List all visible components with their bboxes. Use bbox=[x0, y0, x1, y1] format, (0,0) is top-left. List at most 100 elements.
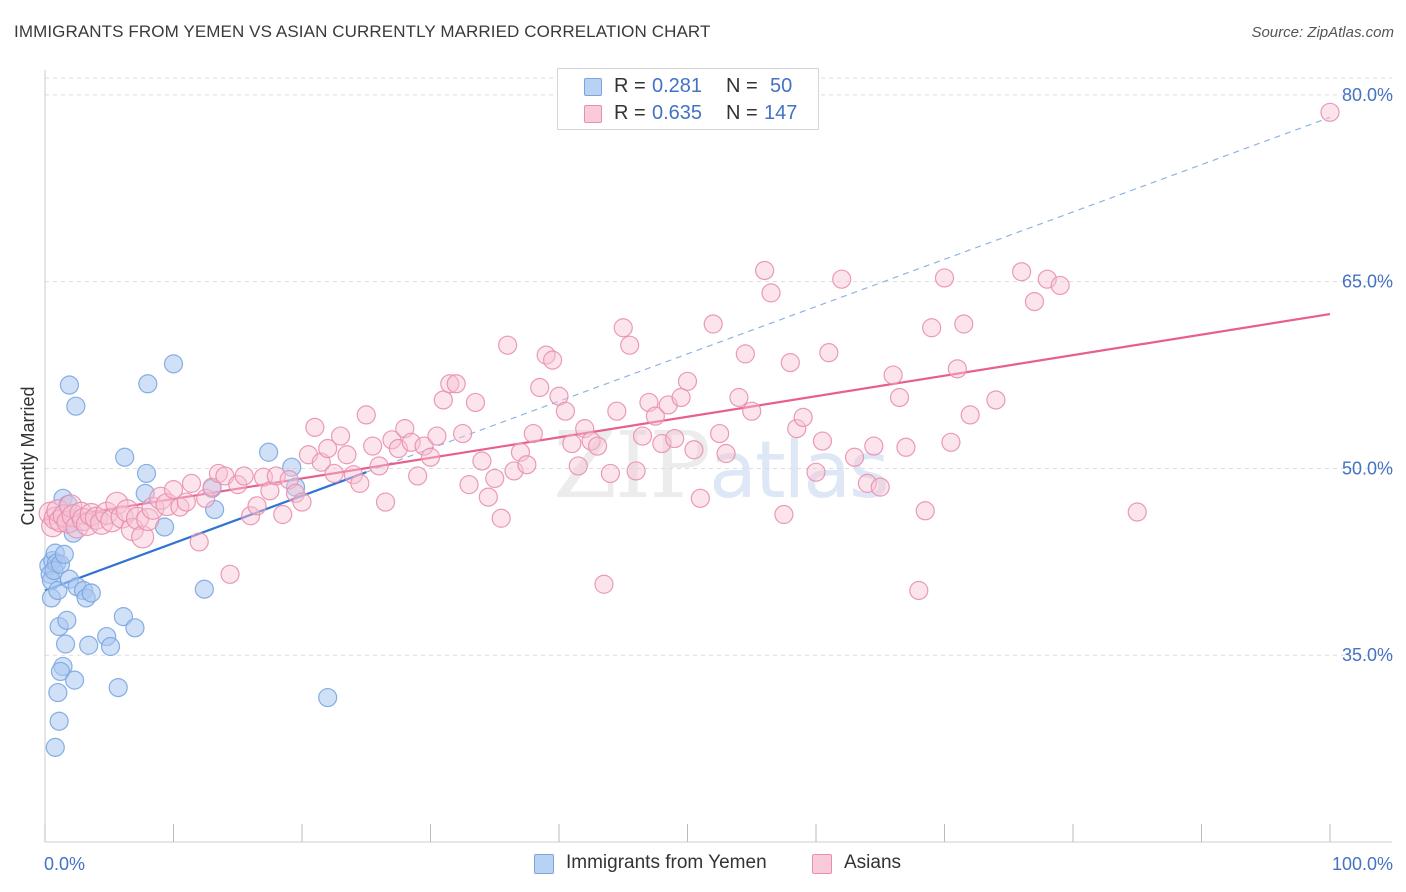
data-point-asians bbox=[318, 438, 338, 459]
data-point-asians bbox=[568, 456, 588, 476]
data-point-asians bbox=[594, 574, 614, 594]
data-point-asians bbox=[1024, 292, 1045, 312]
data-point-asians bbox=[1011, 262, 1032, 282]
data-point-asians bbox=[812, 431, 833, 451]
r-label: R = bbox=[614, 75, 646, 97]
data-point-asians bbox=[986, 390, 1006, 410]
data-point-asians bbox=[960, 405, 980, 425]
data-point-asians bbox=[665, 428, 685, 449]
r-value: 0.281 bbox=[652, 75, 703, 97]
data-point-asians bbox=[729, 387, 749, 408]
grid-layer bbox=[45, 77, 1392, 656]
data-point-asians bbox=[607, 401, 627, 421]
data-point-asians bbox=[1320, 102, 1340, 122]
data-point-yemen bbox=[258, 442, 279, 462]
legend-label-yemen: Immigrants from Yemen bbox=[566, 852, 767, 873]
data-point-asians bbox=[587, 436, 608, 456]
data-point-asians bbox=[934, 268, 955, 288]
label-layer: 35.0% 50.0% 65.0% 80.0% 0.0% 100.0% Currently … bbox=[18, 85, 1393, 874]
data-point-asians bbox=[954, 314, 974, 334]
data-point-yemen bbox=[50, 661, 71, 682]
stats-legend: R = 0.281 N = 50 R = 0.635 N = 147 bbox=[557, 68, 819, 130]
data-point-asians bbox=[600, 463, 621, 484]
data-point-asians bbox=[857, 473, 878, 493]
data-point-asians bbox=[181, 473, 202, 493]
n-value: 147 bbox=[764, 102, 798, 124]
data-point-yemen bbox=[64, 670, 85, 690]
data-point-asians bbox=[735, 344, 755, 364]
data-point-asians bbox=[909, 580, 929, 601]
data-point-asians bbox=[163, 480, 184, 500]
chart-title: IMMIGRANTS FROM YEMEN VS ASIAN CURRENTLY… bbox=[14, 22, 711, 41]
data-point-asians bbox=[136, 507, 160, 532]
data-point-asians bbox=[247, 496, 267, 516]
data-point-asians bbox=[440, 374, 460, 394]
data-point-asians bbox=[330, 426, 351, 446]
data-point-asians bbox=[844, 447, 865, 467]
data-point-asians bbox=[761, 283, 781, 303]
asians-swatch bbox=[584, 105, 602, 123]
data-point-asians bbox=[427, 426, 447, 446]
data-point-asians bbox=[915, 501, 935, 521]
data-point-asians bbox=[542, 350, 563, 370]
n-label: N = bbox=[726, 102, 758, 124]
data-point-asians bbox=[754, 260, 775, 281]
data-point-yemen bbox=[318, 687, 338, 708]
data-point-asians bbox=[414, 436, 434, 456]
data-point-yemen bbox=[81, 583, 101, 603]
data-point-asians bbox=[170, 497, 190, 517]
data-point-asians bbox=[472, 451, 492, 471]
data-point-yemen bbox=[59, 375, 80, 395]
data-point-asians bbox=[234, 466, 254, 486]
n-value: 50 bbox=[770, 75, 793, 97]
data-point-asians bbox=[703, 314, 723, 334]
data-point-asians bbox=[433, 390, 453, 410]
y-tick-label: 50.0% bbox=[1342, 458, 1393, 478]
data-point-asians bbox=[266, 466, 286, 486]
data-point-asians bbox=[363, 436, 383, 456]
axis-layer bbox=[44, 70, 1392, 843]
data-point-yemen bbox=[115, 447, 135, 467]
data-point-asians bbox=[131, 525, 155, 549]
x-tick-label-max: 100.0% bbox=[1332, 854, 1393, 874]
data-point-asians bbox=[645, 406, 665, 426]
data-point-yemen bbox=[66, 396, 86, 416]
data-point-yemen bbox=[48, 580, 68, 601]
data-point-asians bbox=[356, 405, 376, 425]
data-point-asians bbox=[626, 461, 646, 481]
data-point-asians bbox=[510, 442, 531, 462]
data-point-asians bbox=[453, 423, 473, 444]
n-label: N = bbox=[726, 75, 758, 97]
data-point-asians bbox=[420, 447, 441, 467]
data-point-yemen bbox=[57, 610, 77, 630]
r-label: R = bbox=[614, 102, 646, 124]
data-point-asians bbox=[742, 401, 762, 421]
points-layer bbox=[38, 102, 1340, 757]
data-point-yemen bbox=[136, 463, 157, 484]
data-point-asians bbox=[787, 419, 807, 439]
yemen-legend-swatch bbox=[534, 854, 554, 874]
data-point-asians bbox=[401, 432, 421, 452]
data-point-asians bbox=[459, 475, 479, 495]
chart-source: Source: ZipAtlas.com bbox=[1251, 24, 1394, 41]
data-point-asians bbox=[375, 492, 396, 512]
data-point-asians bbox=[632, 426, 653, 446]
data-point-yemen bbox=[108, 677, 128, 698]
data-point-yemen bbox=[49, 711, 69, 731]
data-point-asians bbox=[806, 462, 826, 482]
data-point-asians bbox=[292, 492, 312, 512]
asians-legend-swatch bbox=[812, 854, 832, 874]
data-point-asians bbox=[710, 423, 730, 444]
data-point-asians bbox=[562, 433, 582, 454]
yemen-swatch bbox=[584, 78, 602, 96]
data-point-asians bbox=[870, 477, 890, 497]
data-point-asians bbox=[478, 487, 498, 507]
data-point-asians bbox=[780, 353, 800, 373]
data-point-asians bbox=[889, 387, 910, 408]
data-point-asians bbox=[620, 335, 640, 355]
data-point-asians bbox=[350, 473, 370, 493]
data-point-asians bbox=[241, 506, 261, 526]
data-point-asians bbox=[485, 468, 505, 489]
data-point-asians bbox=[337, 445, 357, 465]
